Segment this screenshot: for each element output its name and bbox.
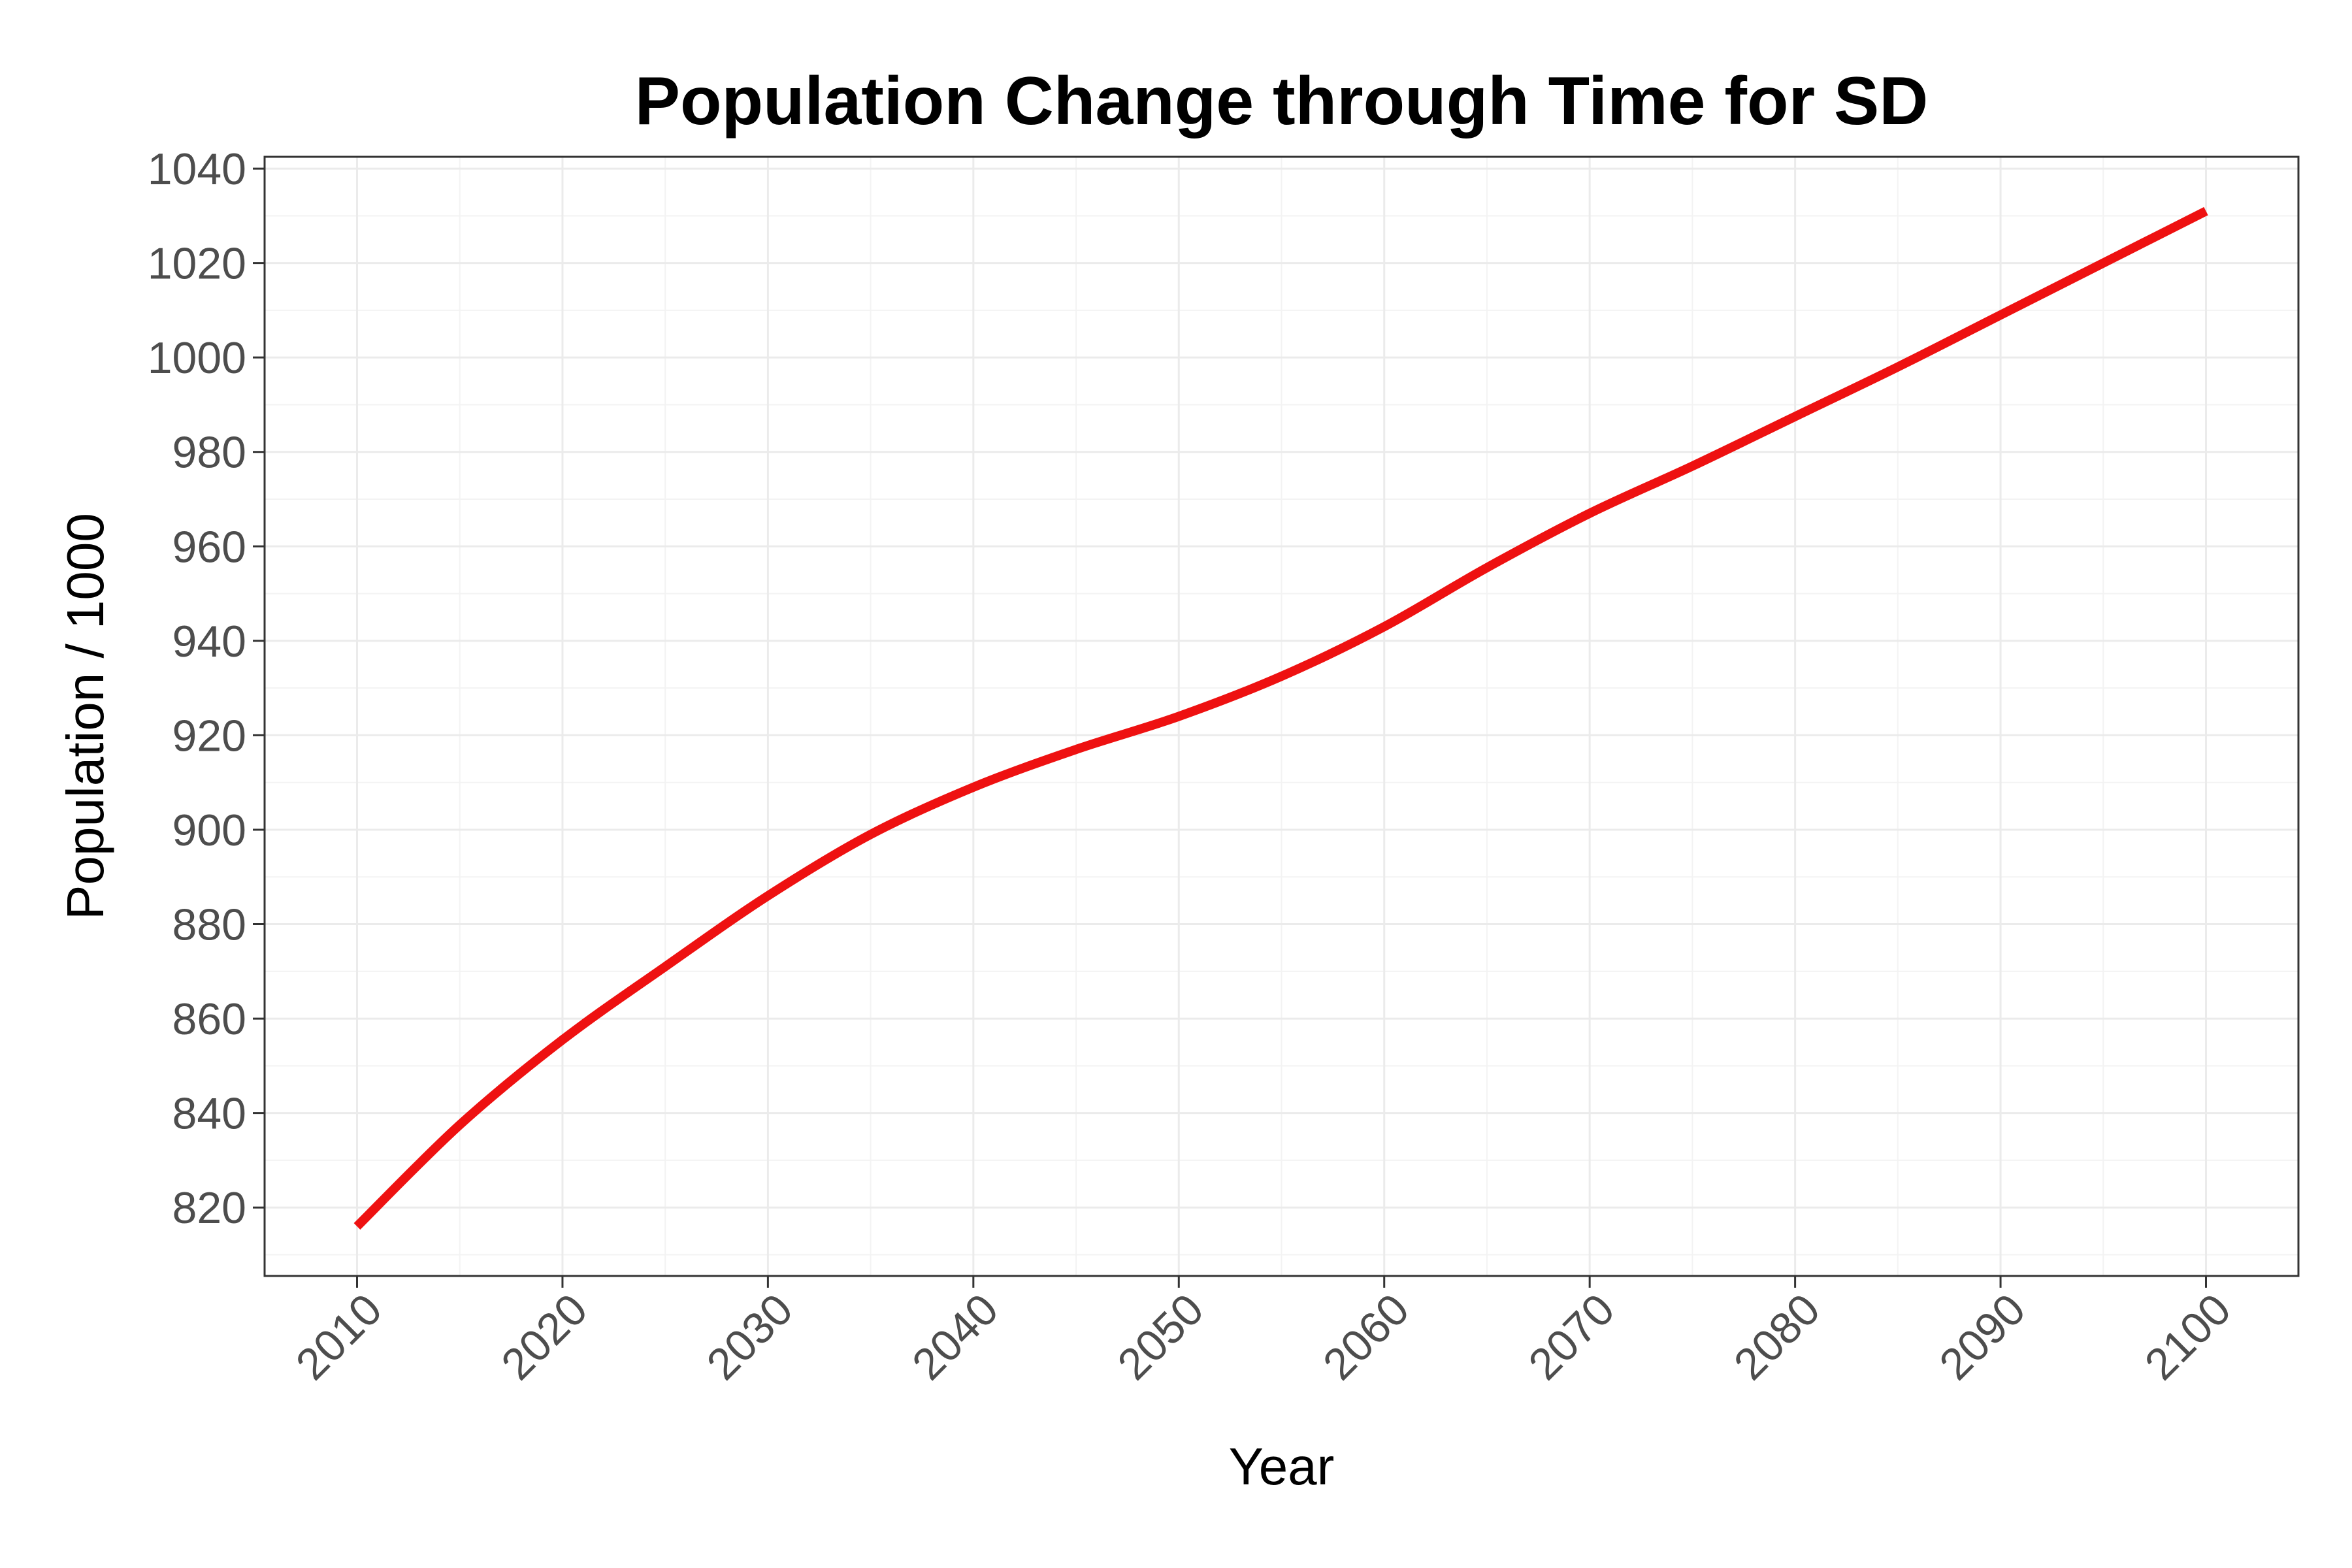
y-tick-label: 1000 <box>148 333 246 383</box>
x-axis-title: Year <box>1229 1437 1335 1495</box>
y-axis-title: Population / 1000 <box>56 513 114 920</box>
axis-ticks <box>253 167 2207 1288</box>
y-tick-label: 840 <box>172 1089 246 1139</box>
y-tick-label: 980 <box>172 428 246 478</box>
plot-panel-border <box>263 155 2300 1277</box>
y-tick-label: 860 <box>172 994 246 1044</box>
y-tick-label: 1020 <box>148 239 246 289</box>
grid-lines <box>265 157 2298 1276</box>
y-tick-label: 940 <box>172 617 246 666</box>
y-tick-label: 820 <box>172 1183 246 1233</box>
y-tick-label: 960 <box>172 522 246 572</box>
y-tick-label: 880 <box>172 900 246 950</box>
y-tick-label: 1040 <box>148 144 246 194</box>
y-tick-label: 920 <box>172 711 246 760</box>
y-tick-label: 900 <box>172 806 246 855</box>
data-line-layer <box>353 206 2208 1230</box>
chart-title: Population Change through Time for SD <box>635 63 1929 139</box>
population-line <box>353 206 2208 1230</box>
